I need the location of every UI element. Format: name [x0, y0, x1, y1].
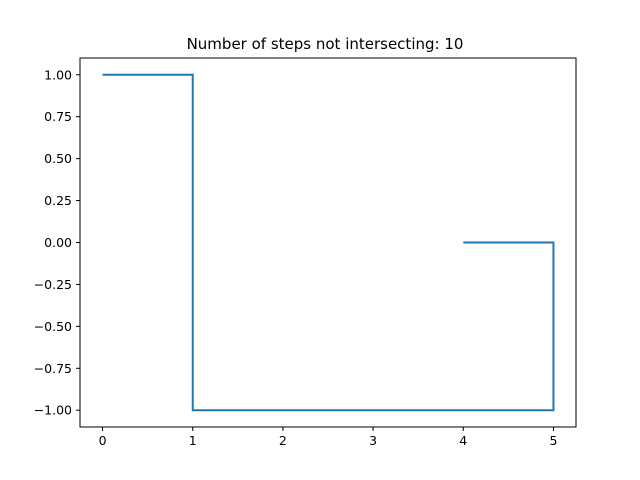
y-tick-label: 0.75 — [44, 109, 72, 124]
y-tick-label: 0.50 — [44, 151, 72, 166]
y-tick-label: 0.25 — [44, 193, 72, 208]
plot-area — [102, 73, 555, 412]
x-tick-label: 5 — [549, 433, 557, 448]
y-tick-label: −0.75 — [34, 361, 72, 376]
y-tick-label: −0.25 — [34, 277, 72, 292]
x-tick-label: 4 — [459, 433, 467, 448]
y-tick-label: 1.00 — [44, 67, 72, 82]
axes-frame — [79, 57, 577, 428]
x-tick-label: 2 — [279, 433, 287, 448]
y-tick-label: −0.50 — [34, 319, 72, 334]
x-tick-label: 3 — [369, 433, 377, 448]
x-axis: 0 1 2 3 4 5 — [99, 427, 557, 448]
chart-title: Number of steps not intersecting: 10 — [187, 35, 464, 53]
y-tick-label: 0.00 — [44, 235, 72, 250]
x-tick-label: 1 — [189, 433, 197, 448]
x-tick-label: 0 — [99, 433, 107, 448]
y-axis: 1.00 0.75 0.50 0.25 0.00 −0.25 −0.50 −0.75 −1.00 — [34, 67, 80, 418]
y-tick-label: −1.00 — [34, 403, 72, 418]
series-line — [102, 73, 555, 412]
